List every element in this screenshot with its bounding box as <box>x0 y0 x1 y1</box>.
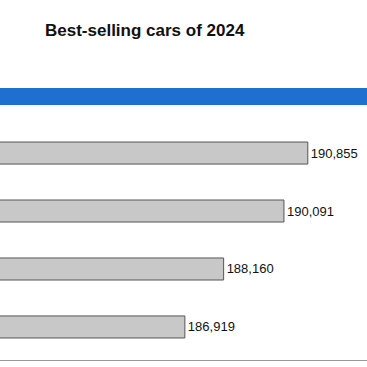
svg-text:186,919: 186,919 <box>188 319 235 334</box>
svg-text:Best-selling cars of 2024: Best-selling cars of 2024 <box>45 21 245 40</box>
svg-text:188,160: 188,160 <box>227 261 274 276</box>
svg-text:190,855: 190,855 <box>311 146 358 161</box>
svg-text:190,091: 190,091 <box>287 204 334 219</box>
